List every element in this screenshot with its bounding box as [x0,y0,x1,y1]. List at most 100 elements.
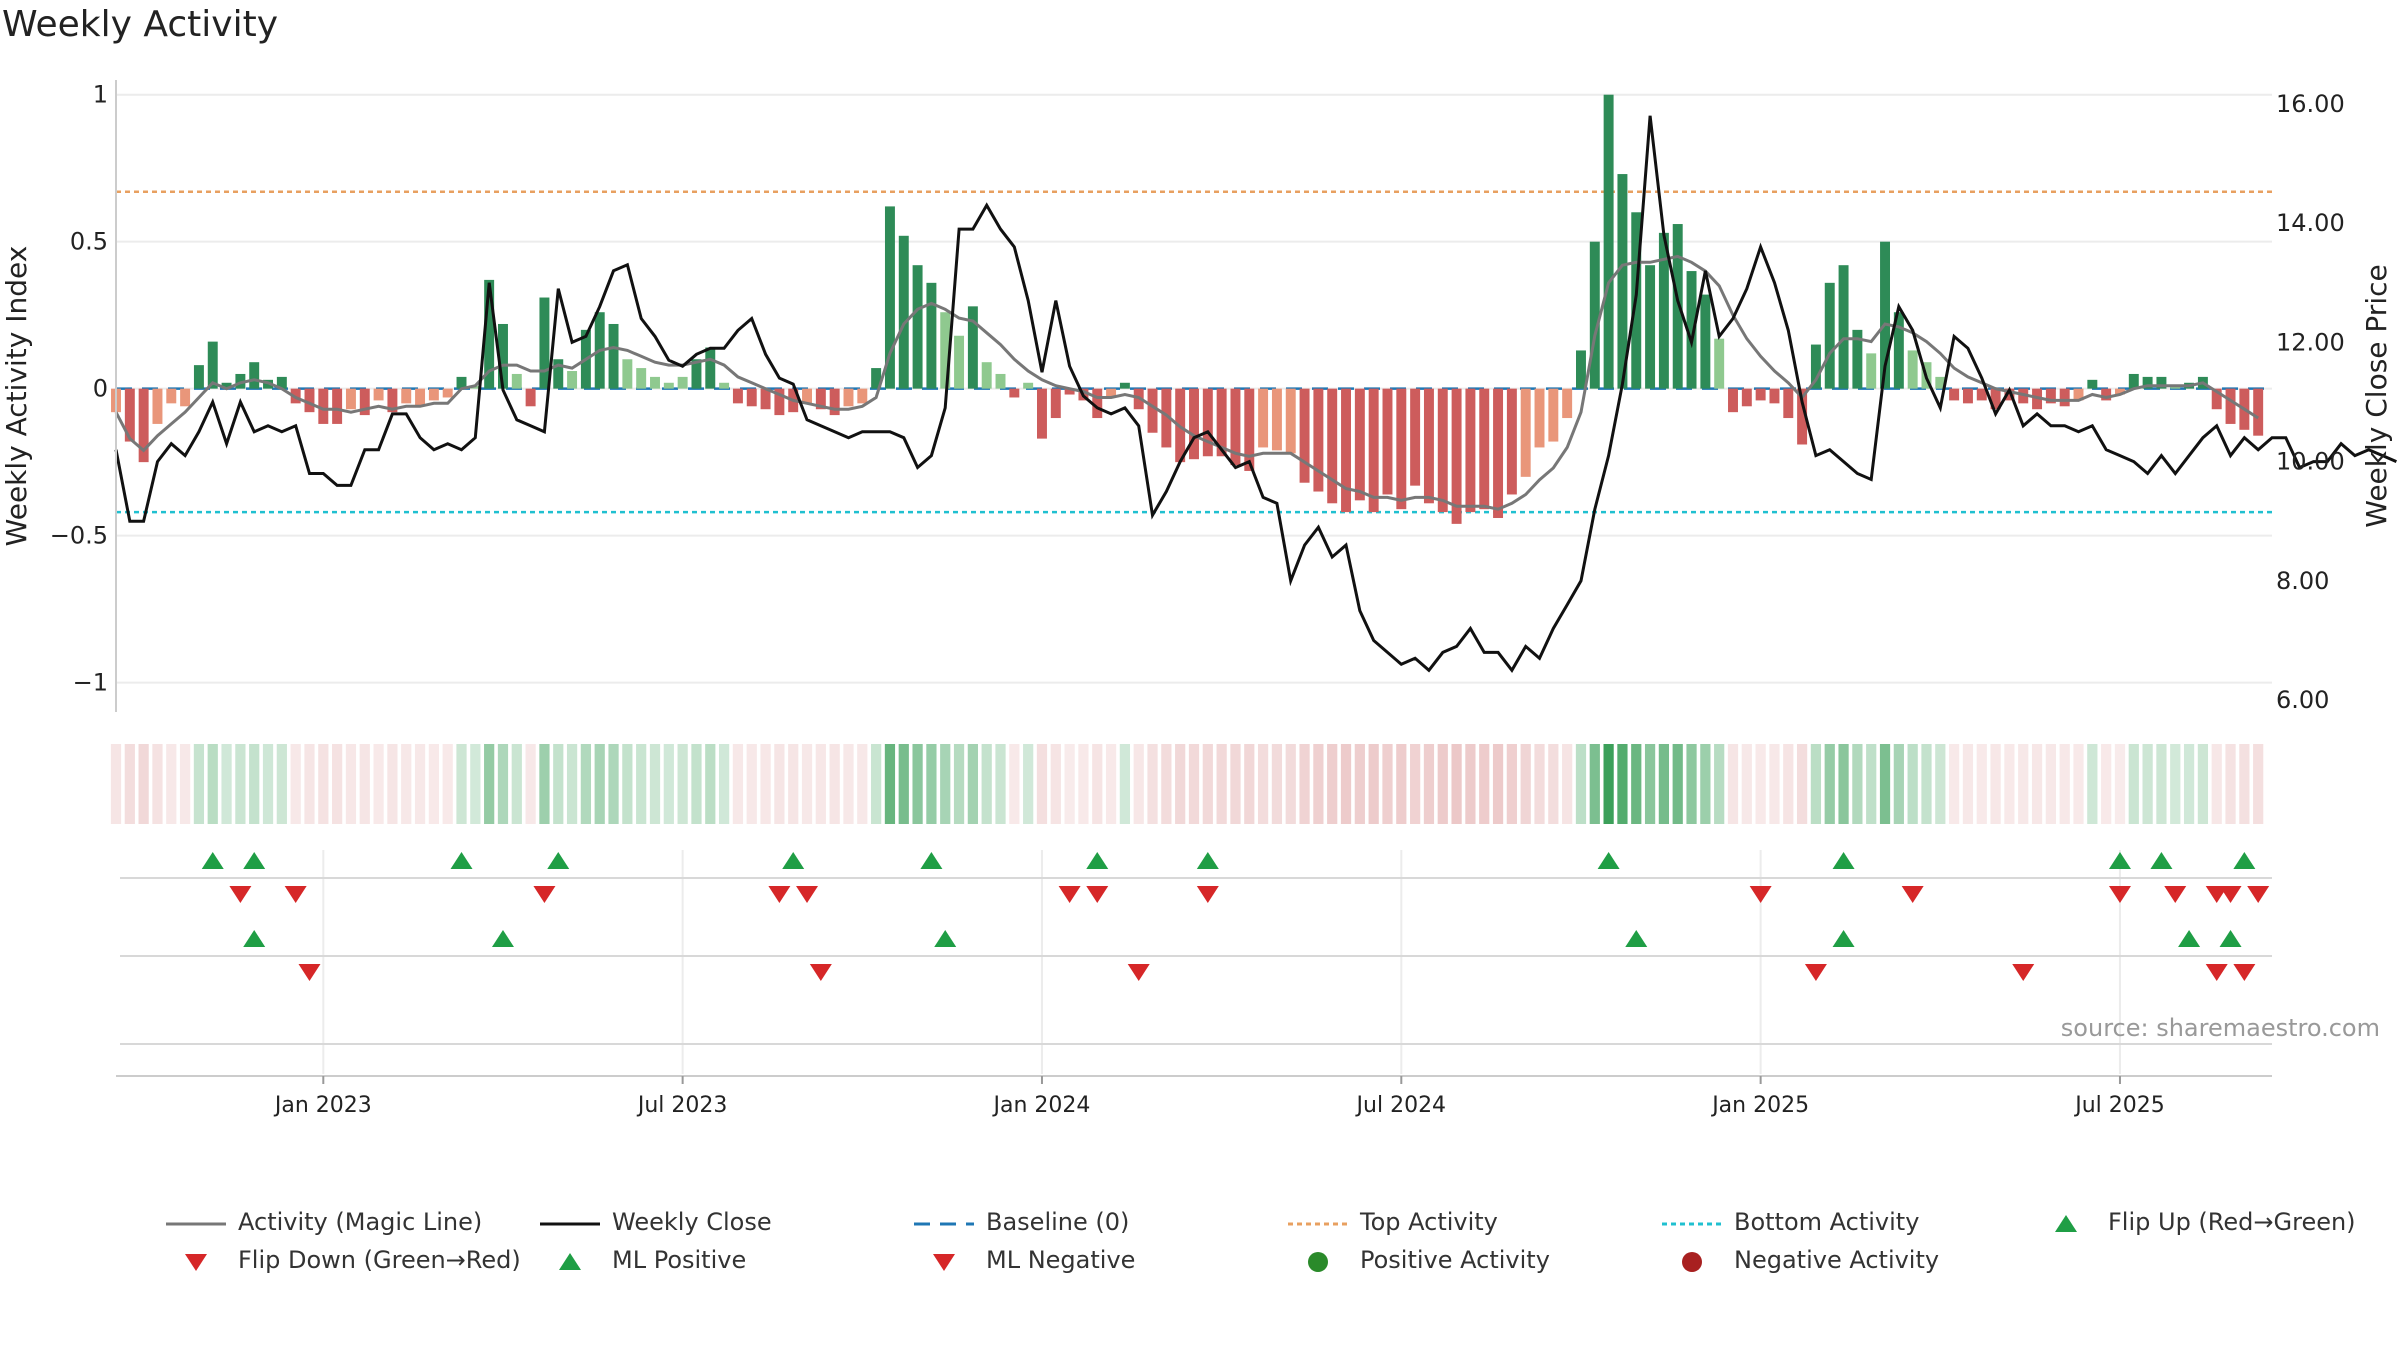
left-tick-label: −1 [73,669,108,697]
flip-down-marker [1197,886,1219,903]
flip-down-marker [1059,886,1081,903]
strip-cell [1161,744,1171,824]
strip-cell [2170,744,2180,824]
strip-cell [1880,744,1890,824]
legend-ml-positive-label: ML Positive [612,1246,746,1274]
strip-cell [843,744,853,824]
activity-bar [1300,389,1310,483]
flip-up-marker [1625,930,1647,947]
x-tick-label: Jul 2023 [636,1093,728,1118]
activity-bar [1244,389,1254,471]
activity-bar [954,336,964,389]
reference-lines [116,192,2272,512]
strip-cell [360,744,370,824]
source-label: source: sharemaestro.com [2061,1014,2380,1042]
strip-cell [954,744,964,824]
flip-down-marker [2220,886,2242,903]
right-tick-label: 6.00 [2276,686,2329,714]
flip-down-marker [2233,964,2255,981]
strip-cell [608,744,618,824]
activity-bar [844,389,854,407]
strip-cell [2101,744,2111,824]
activity-bar [180,389,190,407]
flip-down-marker [1805,964,1827,981]
left-axis-title: Weekly Activity Index [0,246,33,547]
strip-cell [719,744,729,824]
strip-cell [982,744,992,824]
strip-cell [899,744,909,824]
x-tick-label: Jan 2023 [273,1093,372,1118]
legend-flip-up-label: Flip Up (Red→Green) [2108,1208,2356,1236]
flip-down-marker [1128,964,1150,981]
strip-cell [622,744,632,824]
strip-cell [774,744,784,824]
strip-cell [470,744,480,824]
strip-cell [1299,744,1309,824]
legend-magic-line-label: Activity (Magic Line) [238,1208,482,1236]
strip-cell [1811,744,1821,824]
strip-cell [208,744,218,824]
strip-cell [1935,744,1945,824]
strip-cell [1023,744,1033,824]
legend-ml-negative-label: ML Negative [986,1246,1135,1274]
left-tick-label: 0 [93,375,108,403]
activity-bar [1369,389,1379,512]
strip-cell [318,744,328,824]
strip-cell [1230,744,1240,824]
activity-bar [664,383,674,389]
strip-cell [1977,744,1987,824]
activity-bar [622,359,632,388]
strip-cell [277,744,287,824]
legend-bottom-activity-label: Bottom Activity [1734,1208,1919,1236]
legend-positive-activity-label: Positive Activity [1360,1246,1550,1274]
strip-cell [2198,744,2208,824]
strip-cell [1949,744,1959,824]
legend-weekly-close-label: Weekly Close [612,1208,772,1236]
activity-bar [1272,389,1282,451]
strip-cell [373,744,383,824]
strip-cell [1838,744,1848,824]
strip-cell [650,744,660,824]
flip-up-marker [1086,852,1108,869]
strip-cell [152,744,162,824]
flip-up-marker [1833,930,1855,947]
right-tick-label: 10.00 [2276,448,2345,476]
activity-bar [567,371,577,389]
strip-cell [830,744,840,824]
strip-cell [1106,744,1116,824]
activity-heat-strip [111,744,2263,824]
flip-down-marker [2206,964,2228,981]
strip-cell [1065,744,1075,824]
x-tick-label: Jan 2025 [1710,1093,1809,1118]
activity-bar [719,383,729,389]
activity-bar [968,306,978,388]
strip-cell [581,744,591,824]
activity-bar [526,389,536,407]
strip-cell [968,744,978,824]
flip-up-marker [1598,852,1620,869]
strip-cell [2129,744,2139,824]
activity-bar [1313,389,1323,492]
triangle-up-icon [540,1250,604,1274]
strip-cell [1286,744,1296,824]
strip-cell [926,744,936,824]
strip-cell [567,744,577,824]
strip-cell [1355,744,1365,824]
strip-cell [1217,744,1227,824]
strip-cell [1313,744,1323,824]
strip-cell [1175,744,1185,824]
activity-bar [650,377,660,389]
activity-bar [2253,389,2263,436]
strip-cell [1037,744,1047,824]
activity-bar [1714,339,1724,389]
x-tick-label: Jul 2025 [2073,1093,2165,1118]
flip-down-marker [2164,886,2186,903]
flip-up-marker [547,852,569,869]
activity-bar [401,389,411,404]
activity-bar [899,236,909,389]
strip-cell [2115,744,2125,824]
strip-cell [1147,744,1157,824]
strip-cell [1424,744,1434,824]
strip-cell [1783,744,1793,824]
strip-cell [1051,744,1061,824]
